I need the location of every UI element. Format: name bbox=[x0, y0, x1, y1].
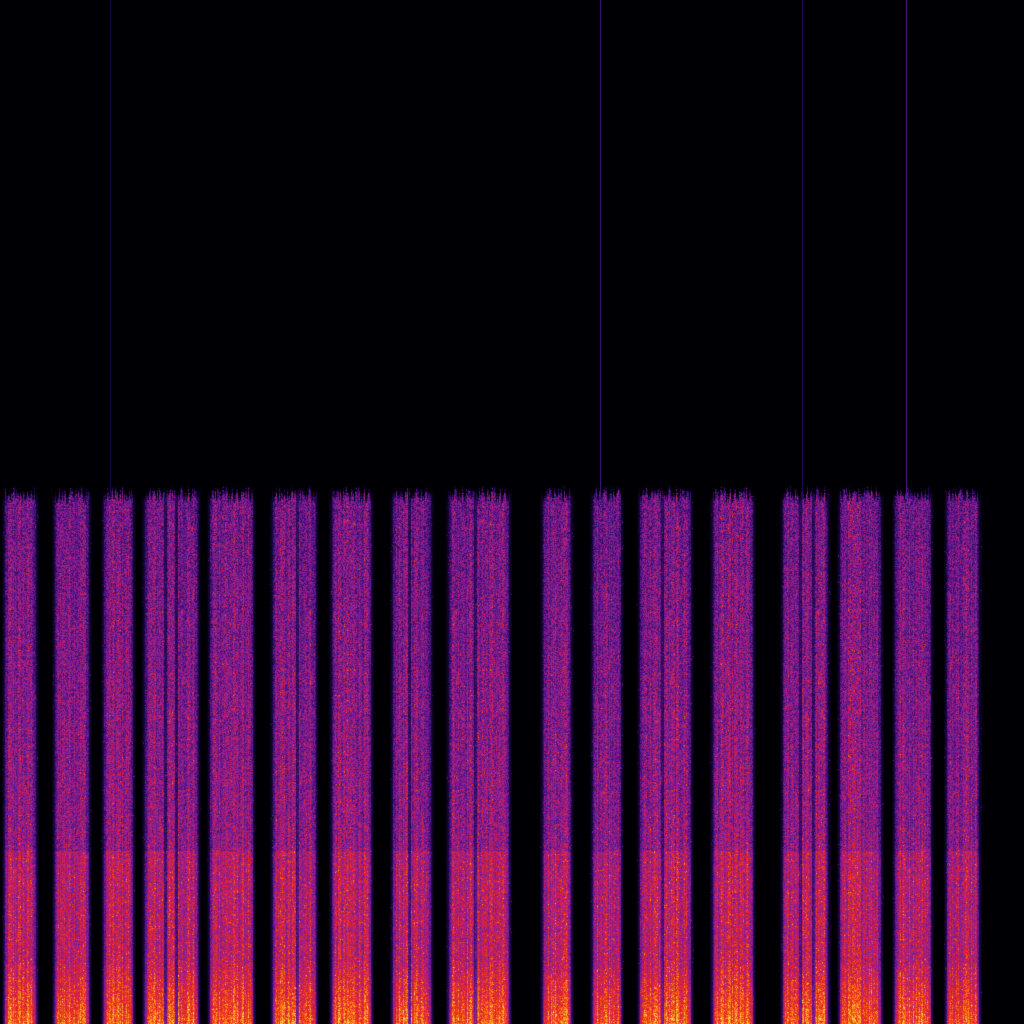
spectrogram-canvas bbox=[0, 0, 1024, 1024]
spectrogram-view bbox=[0, 0, 1024, 1024]
